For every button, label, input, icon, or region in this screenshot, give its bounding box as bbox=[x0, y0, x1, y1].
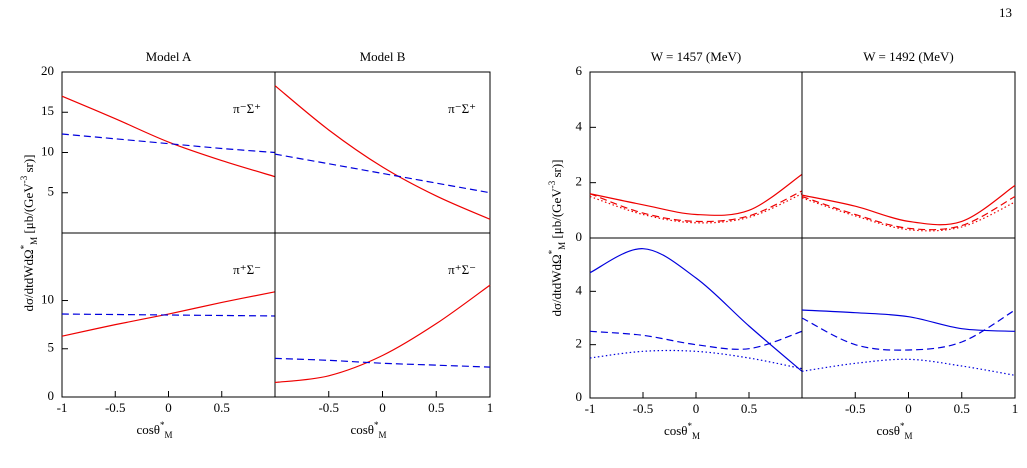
x-axis-label: cosθ*M bbox=[136, 420, 172, 440]
y-axis-label-part: dσ/dtdWdΩ bbox=[549, 254, 564, 316]
page-number: 13 bbox=[999, 5, 1012, 20]
y-axis-label-part: M bbox=[29, 237, 39, 245]
panel-frame bbox=[589, 71, 803, 239]
x-tick-label: 0.5 bbox=[428, 400, 444, 415]
y-tick-label: 4 bbox=[576, 282, 583, 297]
curve bbox=[589, 190, 803, 223]
curve bbox=[801, 197, 1016, 232]
curve bbox=[61, 95, 276, 178]
y-axis-label-part: -3 bbox=[547, 180, 557, 188]
x-axis-label-part: * bbox=[688, 421, 693, 431]
y-tick-label: 0 bbox=[576, 389, 583, 404]
y-axis-label-part: sr)] bbox=[549, 159, 564, 180]
y-axis-label: dσ/dtdWdΩ*M [μb/(GeV-3 sr)] bbox=[547, 159, 567, 316]
curve bbox=[589, 193, 803, 224]
y-tick-label: 15 bbox=[41, 103, 54, 118]
x-tick-label: 0 bbox=[379, 400, 386, 415]
y-tick-label: 2 bbox=[576, 336, 583, 351]
y-axis-label-part: * bbox=[19, 244, 29, 249]
curve bbox=[61, 313, 276, 317]
y-tick-label: 20 bbox=[41, 63, 54, 78]
panel-title: W = 1492 (MeV) bbox=[863, 49, 954, 64]
x-tick-label: 0 bbox=[693, 401, 700, 416]
x-tick-label: -0.5 bbox=[845, 401, 866, 416]
x-tick-label: 0.5 bbox=[954, 401, 970, 416]
x-axis-label-part: M bbox=[692, 431, 700, 441]
x-tick-label: 0 bbox=[165, 400, 172, 415]
x-axis-label-part: * bbox=[160, 420, 165, 430]
x-axis-label-part: M bbox=[905, 431, 913, 441]
y-tick-label: 5 bbox=[48, 184, 55, 199]
panel-frame bbox=[274, 232, 491, 398]
panel-frame bbox=[801, 71, 1016, 239]
x-tick-label: 1 bbox=[487, 400, 494, 415]
x-axis-label-part: * bbox=[900, 421, 905, 431]
y-tick-label: 0 bbox=[576, 229, 583, 244]
curve bbox=[61, 133, 276, 154]
panel-annotation: π⁻Σ⁺ bbox=[233, 101, 261, 116]
x-axis-label-part: M bbox=[379, 430, 387, 440]
panel-title: Model B bbox=[360, 49, 406, 64]
x-axis-label: cosθ*M bbox=[350, 420, 386, 440]
x-axis-label-part: * bbox=[374, 420, 379, 430]
curve bbox=[801, 195, 1016, 231]
curve bbox=[274, 284, 491, 384]
x-tick-label: -0.5 bbox=[105, 400, 126, 415]
panel-annotation: π⁺Σ⁻ bbox=[233, 262, 261, 277]
x-tick-label: 0.5 bbox=[741, 401, 757, 416]
x-tick-label: -1 bbox=[585, 401, 596, 416]
y-tick-label: 0 bbox=[48, 388, 55, 403]
x-axis-label: cosθ*M bbox=[876, 421, 912, 441]
panel-frame bbox=[801, 237, 1016, 399]
curve bbox=[589, 248, 803, 372]
y-tick-label: 5 bbox=[48, 340, 55, 355]
y-tick-label: 10 bbox=[41, 143, 54, 158]
x-axis-label-part: cosθ bbox=[664, 423, 688, 438]
curve bbox=[274, 153, 491, 194]
x-axis-label-part: cosθ bbox=[350, 422, 374, 437]
curve bbox=[801, 309, 1016, 351]
panel-frame bbox=[61, 232, 276, 398]
x-axis-label-part: M bbox=[165, 430, 173, 440]
x-tick-label: 0.5 bbox=[214, 400, 230, 415]
x-axis-label-part: cosθ bbox=[136, 422, 160, 437]
x-axis-label-part: cosθ bbox=[876, 423, 900, 438]
curve bbox=[589, 330, 803, 350]
curve bbox=[589, 173, 803, 216]
curve bbox=[61, 291, 276, 337]
x-tick-label: 1 bbox=[1012, 401, 1019, 416]
y-axis-label-part: sr)] bbox=[21, 154, 36, 175]
x-tick-label: 0 bbox=[905, 401, 912, 416]
panel-annotation: π⁻Σ⁺ bbox=[448, 101, 476, 116]
y-axis-label: dσ/dtdWdΩ*M [μb/(GeV-3 sr)] bbox=[19, 154, 39, 311]
curve bbox=[801, 358, 1016, 376]
curve bbox=[274, 85, 491, 220]
x-axis-label: cosθ*M bbox=[664, 421, 700, 441]
x-tick-label: -0.5 bbox=[318, 400, 339, 415]
panel-frame bbox=[61, 71, 276, 234]
panel-title: Model A bbox=[146, 49, 192, 64]
y-axis-label-part: dσ/dtdWdΩ bbox=[21, 249, 36, 311]
y-axis-label-part: * bbox=[547, 249, 557, 254]
y-axis-label-part: -3 bbox=[19, 175, 29, 183]
x-tick-label: -0.5 bbox=[633, 401, 654, 416]
panel-title: W = 1457 (MeV) bbox=[651, 49, 742, 64]
panel-frame bbox=[589, 237, 803, 399]
x-tick-label: -1 bbox=[57, 400, 68, 415]
y-axis-label-part: [μb/(GeV bbox=[549, 188, 564, 242]
y-axis-label-part: [μb/(GeV bbox=[21, 183, 36, 237]
curve bbox=[589, 349, 803, 370]
y-tick-label: 2 bbox=[576, 174, 583, 189]
panel-frame bbox=[274, 71, 491, 234]
y-tick-label: 6 bbox=[576, 63, 583, 78]
curve bbox=[274, 357, 491, 368]
panel-annotation: π⁺Σ⁻ bbox=[448, 262, 476, 277]
curve bbox=[801, 184, 1016, 226]
y-axis-label-part: M bbox=[557, 242, 567, 250]
curve bbox=[801, 309, 1016, 332]
y-tick-label: 10 bbox=[41, 292, 54, 307]
y-tick-label: 4 bbox=[576, 118, 583, 133]
